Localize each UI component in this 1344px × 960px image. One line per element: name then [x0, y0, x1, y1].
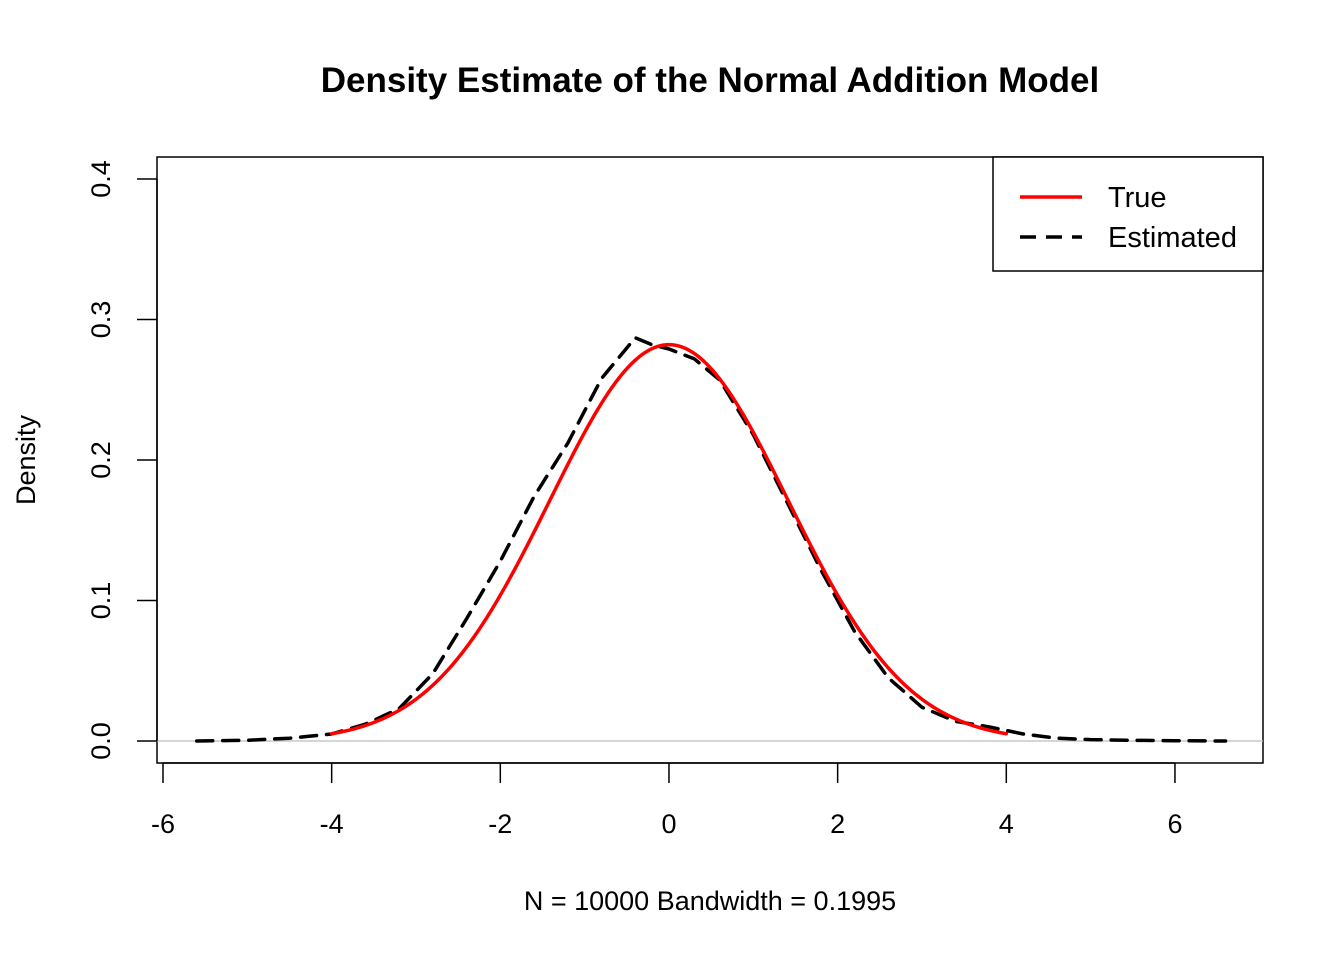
x-tick-label: -2: [488, 809, 512, 839]
legend-box: [992, 156, 1264, 272]
legend: True Estimated: [992, 156, 1264, 272]
x-tick-label: -4: [320, 809, 344, 839]
x-axis: -6 -4 -2 0 2 4 6: [151, 762, 1182, 839]
y-tick-label: 0.4: [86, 160, 116, 198]
x-tick-label: 2: [830, 809, 845, 839]
y-tick-label: 0.2: [86, 441, 116, 479]
series-layer: [194, 336, 1228, 743]
y-tick-label: 0.0: [86, 722, 116, 760]
y-tick-label: 0.1: [86, 582, 116, 620]
x-tick-label: 6: [1167, 809, 1182, 839]
y-axis-label: Density: [11, 414, 41, 505]
x-tick-label: 0: [661, 809, 676, 839]
x-axis-label: N = 10000 Bandwidth = 0.1995: [524, 886, 896, 916]
y-tick-label: 0.3: [86, 301, 116, 339]
x-tick-label: 4: [999, 809, 1014, 839]
series-line-true: [329, 342, 1009, 736]
y-axis: 0.0 0.1 0.2 0.3 0.4: [86, 160, 158, 760]
series-line-estimated: [194, 336, 1228, 743]
chart-title: Density Estimate of the Normal Addition …: [321, 61, 1100, 100]
legend-label-true: True: [1108, 182, 1167, 214]
x-tick-label: -6: [151, 809, 175, 839]
legend-label-estimated: Estimated: [1108, 222, 1237, 254]
